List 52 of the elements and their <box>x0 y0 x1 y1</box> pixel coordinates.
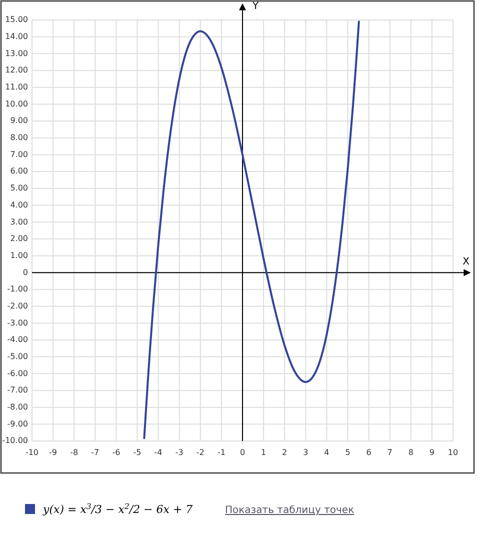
y-tick-label: 10.00 <box>5 99 28 108</box>
y-tick-label: 0 <box>22 268 28 277</box>
y-tick-label: -2.00 <box>7 301 28 310</box>
x-tick-label: 7 <box>387 448 392 458</box>
y-tick-label: 11.00 <box>5 82 28 92</box>
y-tick-label: 5.00 <box>10 184 28 193</box>
legend-label: y(x) = x$^{3}$/3 − x$^{2}$/2 − 6x + 7 <box>42 502 193 516</box>
y-tick-label: 15.00 <box>5 15 28 24</box>
x-tick-label: 1 <box>261 448 266 458</box>
x-tick-label: 0 <box>240 448 246 458</box>
y-tick-label: 13.00 <box>5 48 28 58</box>
y-tick-label: 7.00 <box>10 150 28 159</box>
x-tick-label: -4 <box>154 448 162 458</box>
x-tick-label: -8 <box>70 448 78 458</box>
x-tick-label: -6 <box>112 448 120 458</box>
x-tick-label: 6 <box>366 448 372 458</box>
y-tick-label: 1.00 <box>10 250 28 260</box>
y-tick-label: 3.00 <box>10 217 28 226</box>
y-tick-label: 6.00 <box>10 166 28 176</box>
y-tick-label: 9.00 <box>10 116 28 126</box>
y-tick-label: -1.00 <box>7 284 28 294</box>
x-tick-label: -7 <box>91 448 100 458</box>
x-tick-label: -1 <box>217 448 226 458</box>
line-series <box>143 20 360 440</box>
x-tick-label: 8 <box>408 448 414 458</box>
y-tick-label: -10.00 <box>2 436 28 446</box>
y-tick-label: 2.00 <box>10 234 28 244</box>
y-tick-label: -6.00 <box>7 368 28 378</box>
x-tick-label: 9 <box>429 448 434 458</box>
x-tick-label: 10 <box>448 448 458 458</box>
y-tick-label: 12.00 <box>5 66 28 75</box>
x-tick-label: 4 <box>324 448 330 458</box>
x-tick-label: -10 <box>25 448 39 458</box>
y-tick-label: -3.00 <box>7 318 28 328</box>
y-axis-title: Y <box>252 1 260 12</box>
y-tick-label: -8.00 <box>7 402 28 412</box>
x-tick-label: -5 <box>133 448 142 458</box>
y-tick-label: -4.00 <box>7 335 28 344</box>
x-tick-label: -2 <box>196 448 204 458</box>
y-tick-label: -5.00 <box>7 352 28 361</box>
text: Показать таблицу точек <box>225 505 354 516</box>
x-tick-label: 3 <box>303 448 308 458</box>
x-tick-label: -3 <box>175 448 184 458</box>
x-tick-label: 2 <box>282 448 288 458</box>
y-tick-label: -9.00 <box>7 419 28 428</box>
x-axis-title: X <box>462 256 470 268</box>
y-tick-label: 8.00 <box>10 133 28 142</box>
y-tick-label: -7.00 <box>7 386 28 395</box>
x-tick-label: -9 <box>49 448 58 458</box>
x-tick-label: 5 <box>345 448 350 458</box>
y-tick-label: 14.00 <box>5 32 28 42</box>
y-tick-label: 4.00 <box>10 200 28 210</box>
